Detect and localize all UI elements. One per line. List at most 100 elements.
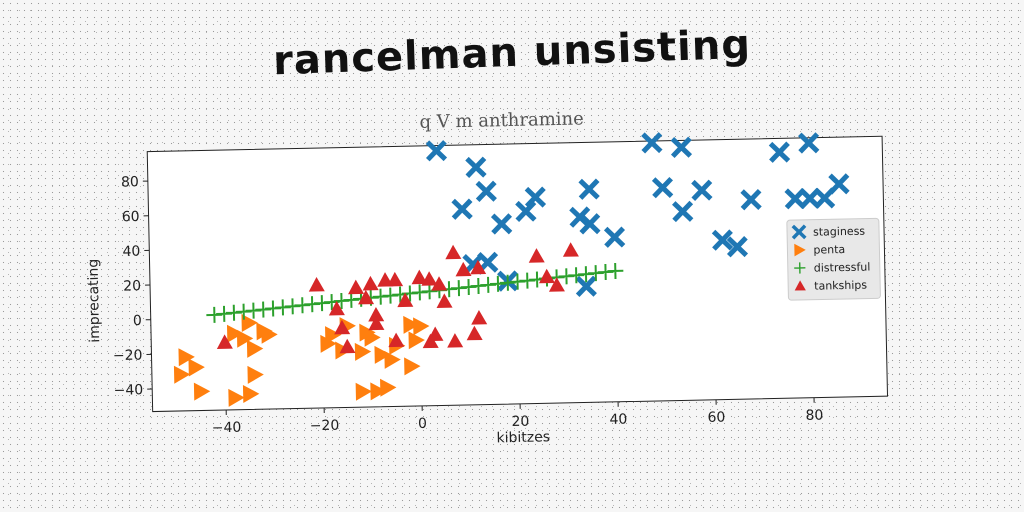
y-axis-label: imprecating <box>85 259 103 343</box>
y-tick-label: −20 <box>113 348 143 365</box>
data-point <box>471 310 488 325</box>
data-point <box>247 365 264 384</box>
x-tick-label: 60 <box>707 410 725 426</box>
data-point <box>427 326 444 342</box>
legend-item-staginess: staginess <box>791 224 866 240</box>
data-point <box>798 132 820 154</box>
data-point <box>813 187 836 209</box>
data-point <box>768 141 791 163</box>
data-point <box>193 382 211 401</box>
data-point <box>515 200 537 222</box>
data-point <box>403 315 420 334</box>
data-point <box>465 156 487 178</box>
data-marks <box>173 132 850 407</box>
data-point <box>579 213 601 235</box>
data-point <box>421 271 438 286</box>
data-point <box>470 259 487 275</box>
data-point <box>384 350 401 369</box>
legend-label: tankships <box>814 279 867 293</box>
data-point <box>348 279 365 295</box>
x-tick-label: 40 <box>609 412 627 428</box>
data-point <box>651 176 674 199</box>
legend-item-tankships: tankships <box>794 279 867 293</box>
legend-marker <box>791 224 807 240</box>
data-point <box>216 334 233 349</box>
data-point <box>411 269 428 285</box>
data-point <box>475 180 497 202</box>
data-point <box>241 314 258 333</box>
data-point <box>562 242 579 257</box>
data-point <box>404 357 421 376</box>
data-point <box>173 365 191 384</box>
x-tick-label: 80 <box>805 408 823 424</box>
data-point <box>578 178 600 200</box>
axis-ticks: −40 −20 0 20 40 60 80 −40 −20 0 20 40 60 80 <box>113 174 824 437</box>
data-point <box>370 382 387 401</box>
data-point <box>548 277 565 292</box>
y-tick-label: −40 <box>114 382 144 399</box>
data-point <box>726 236 749 258</box>
data-point <box>575 275 597 297</box>
data-point <box>261 325 278 344</box>
y-tick-label: 80 <box>121 174 139 190</box>
data-point <box>380 378 397 397</box>
y-tick-label: 40 <box>122 244 140 260</box>
data-point <box>339 338 356 354</box>
data-point <box>388 332 405 348</box>
data-point <box>188 358 205 377</box>
data-point <box>828 173 850 195</box>
data-point <box>325 326 342 345</box>
data-point <box>397 292 414 308</box>
data-point <box>670 136 693 159</box>
legend-item-distressful: distressful <box>794 260 870 275</box>
data-point <box>799 187 821 210</box>
legend-marker <box>794 243 806 257</box>
data-point <box>334 319 351 335</box>
legend-marker <box>794 262 806 274</box>
x-tick-label: 0 <box>418 416 427 432</box>
data-point <box>320 334 337 353</box>
data-point <box>528 248 545 263</box>
data-point <box>178 348 195 367</box>
series-tankships <box>216 242 579 354</box>
data-point <box>672 200 694 223</box>
x-tick-label: −20 <box>310 418 340 435</box>
legend-label: staginess <box>813 225 866 239</box>
data-point <box>490 213 513 235</box>
data-point <box>387 271 404 287</box>
data-point <box>368 315 385 331</box>
y-tick-label: 20 <box>123 278 141 294</box>
data-point <box>408 331 425 350</box>
data-point <box>328 300 345 316</box>
data-point <box>445 244 462 260</box>
legend-box <box>786 217 881 301</box>
data-point <box>466 325 483 341</box>
data-point <box>711 229 734 251</box>
y-tick-label: 60 <box>122 209 140 225</box>
data-point <box>308 277 325 292</box>
data-point <box>413 317 430 336</box>
data-point <box>740 188 762 211</box>
data-point <box>368 306 385 322</box>
data-point <box>455 261 472 277</box>
y-tick-label: 0 <box>133 313 142 329</box>
data-point <box>524 186 547 208</box>
x-tick-label: −40 <box>212 420 242 437</box>
data-point <box>447 333 464 348</box>
data-point <box>607 262 624 279</box>
legend-marker <box>794 280 806 291</box>
data-point <box>538 268 555 284</box>
legend-label: penta <box>813 243 845 257</box>
data-point <box>691 179 713 201</box>
data-point <box>477 251 499 274</box>
data-point <box>374 345 391 364</box>
data-point <box>226 324 244 343</box>
x-axis-label: kibitzes <box>496 429 550 446</box>
data-point <box>355 382 373 401</box>
data-point <box>451 198 473 220</box>
data-point <box>425 140 448 162</box>
data-point <box>242 385 260 404</box>
data-point <box>784 188 806 210</box>
x-tick-label: 20 <box>511 414 529 430</box>
